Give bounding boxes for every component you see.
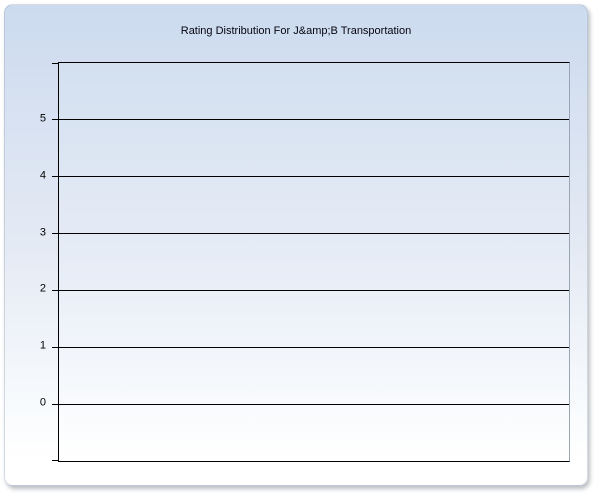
y-axis-tick: [52, 403, 58, 405]
y-axis-tick: [52, 119, 58, 121]
chart-title: Rating Distribution For J&amp;B Transpor…: [180, 25, 412, 37]
y-axis-label: 2: [39, 282, 46, 295]
gridline: [59, 119, 569, 121]
y-axis-tick: [52, 346, 58, 348]
y-axis-tick: [52, 176, 58, 178]
gridline: [59, 233, 569, 235]
gridline: [59, 403, 569, 405]
plot-area: [52, 62, 570, 462]
y-axis-label: 0: [39, 396, 46, 409]
chart-panel: Rating Distribution For J&amp;B Transpor…: [4, 4, 588, 486]
y-axis-label: 4: [39, 169, 46, 182]
gridline: [59, 176, 569, 178]
y-axis-tick: [52, 233, 58, 235]
y-axis-tick: [52, 289, 58, 291]
y-axis-tick: [52, 63, 58, 64]
y-axis-tick: [52, 460, 58, 461]
gridline: [59, 346, 569, 348]
gridline: [59, 289, 569, 291]
y-axis-label: 5: [39, 112, 46, 125]
y-axis-label: 1: [39, 339, 46, 352]
y-axis-label: 3: [39, 226, 46, 239]
